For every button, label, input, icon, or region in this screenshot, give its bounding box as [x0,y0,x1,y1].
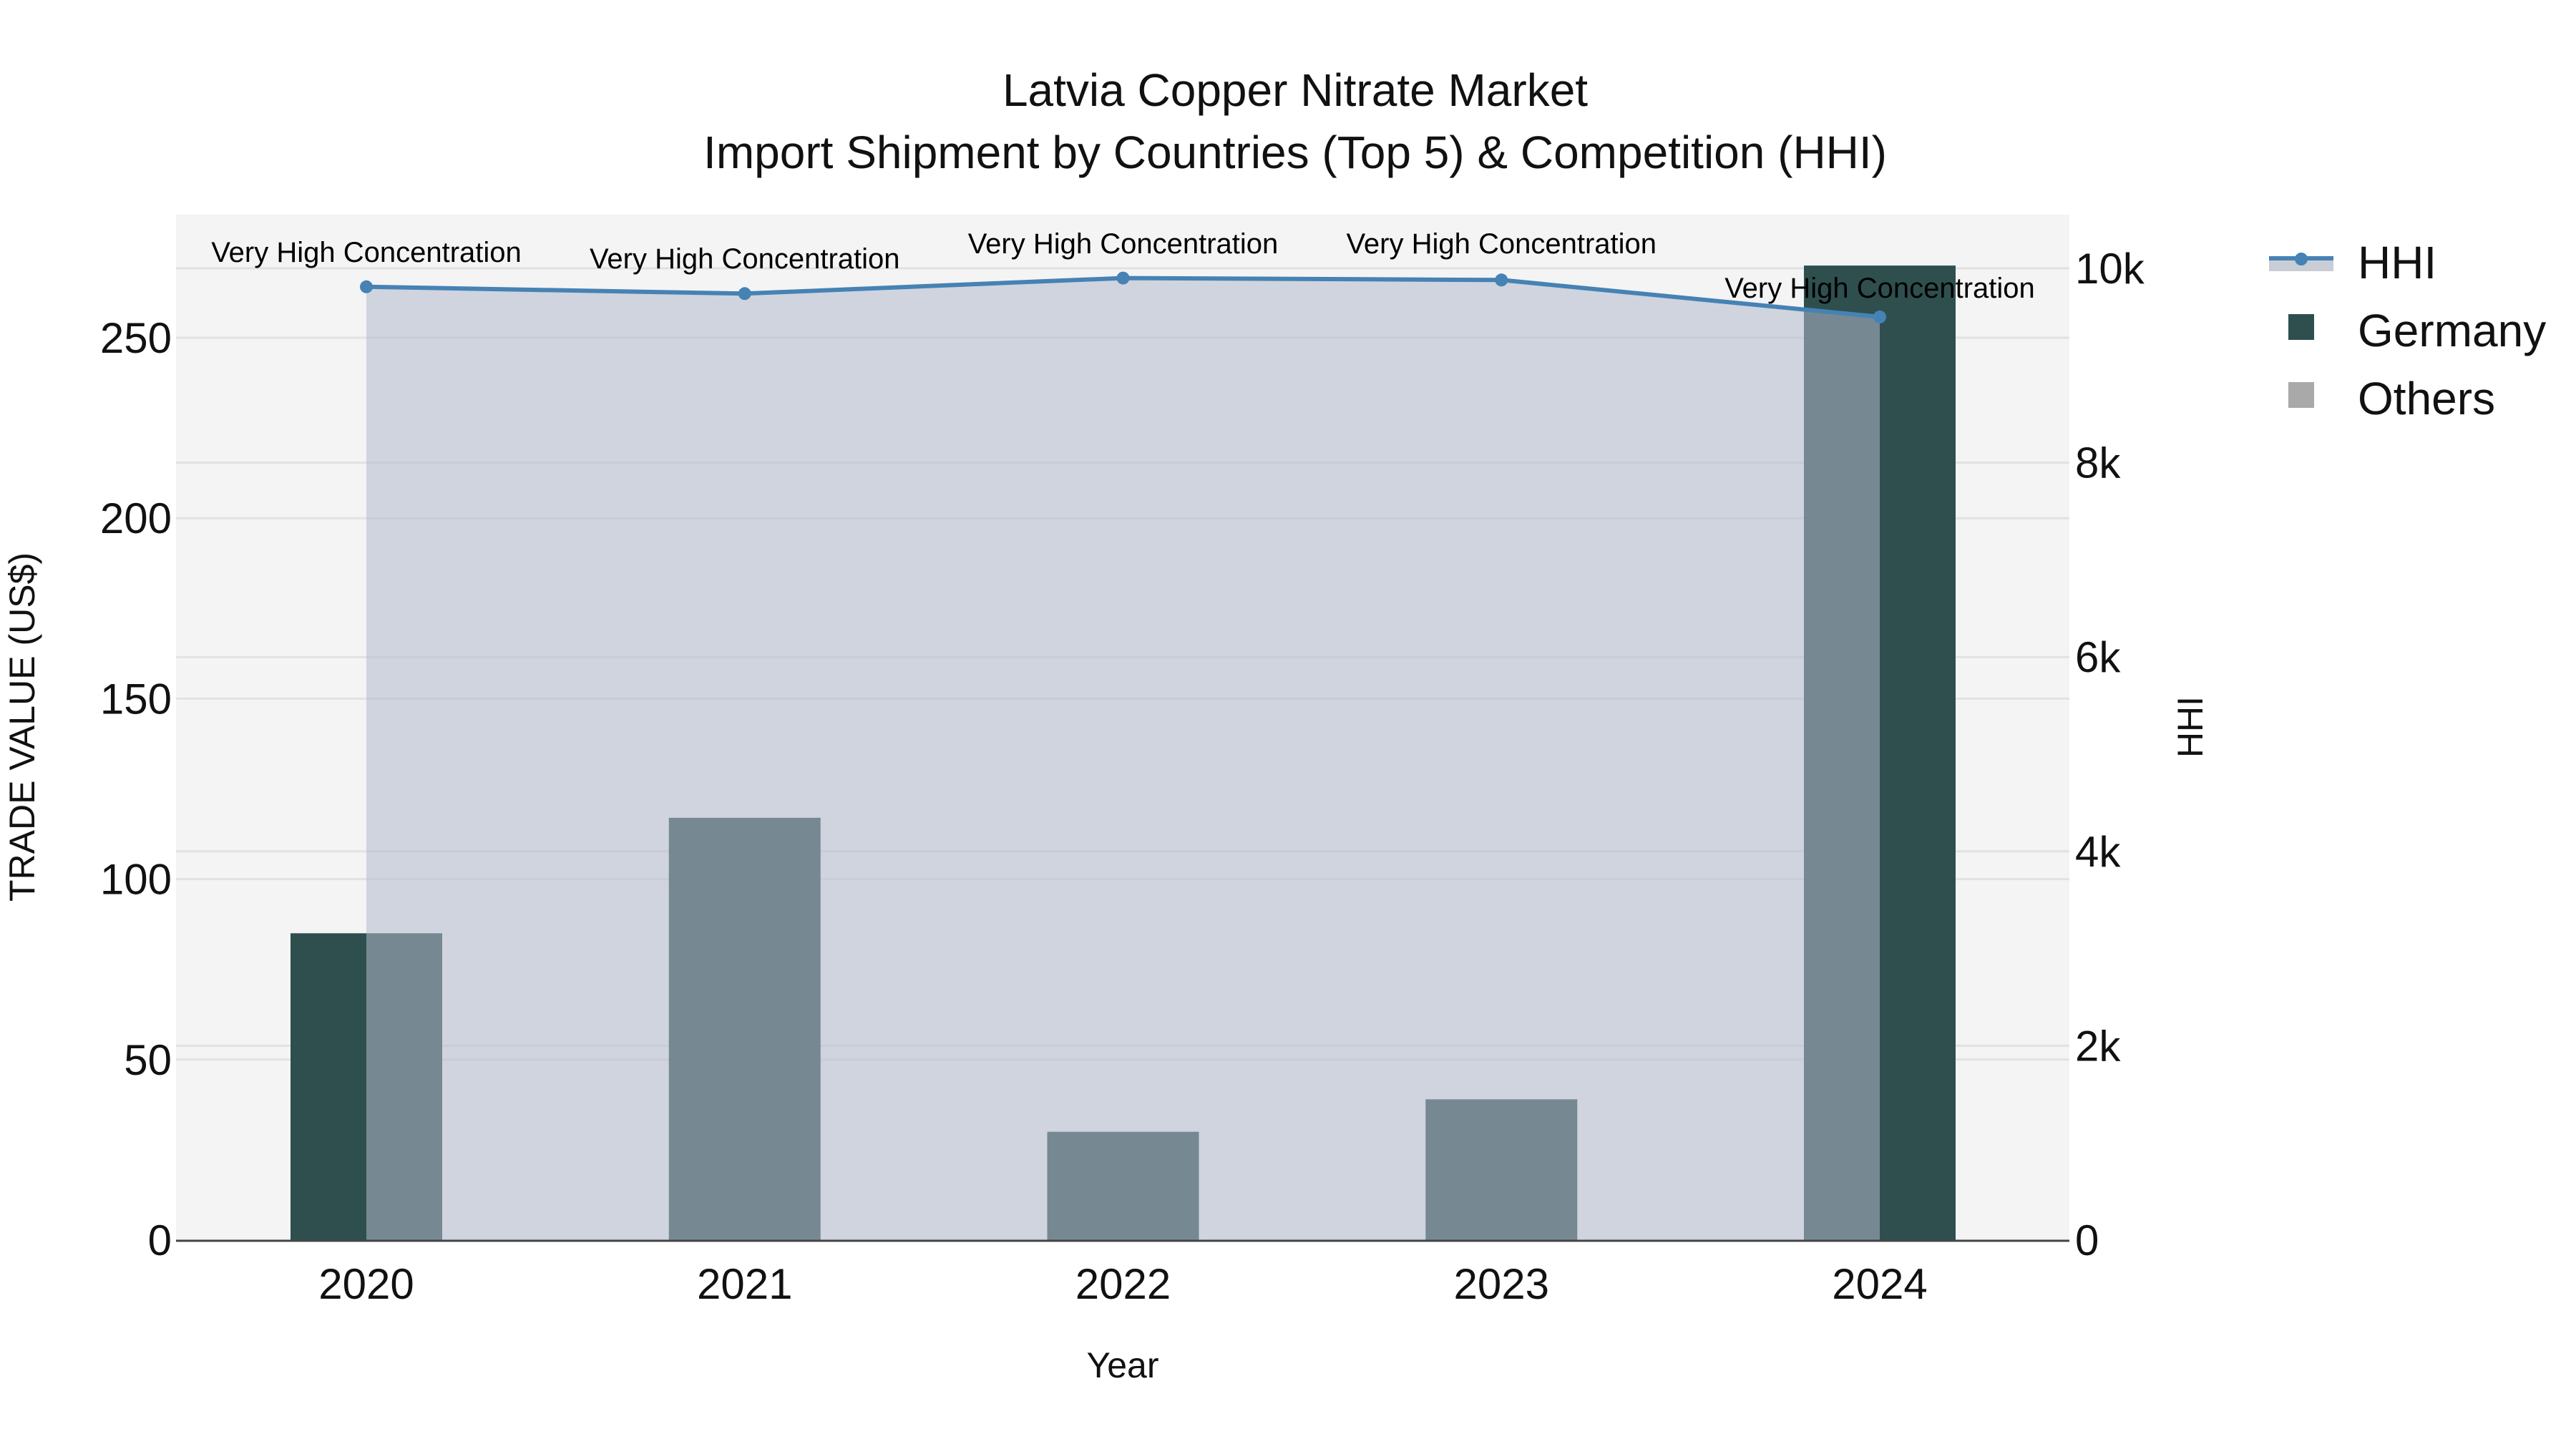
hhi-annotation: Very High Concentration [1724,273,2035,304]
y-axis-right-title: HHI [2170,696,2210,758]
y-right-tick-label: 10k [2075,245,2145,293]
x-axis-title: Year [1086,1345,1158,1385]
legend: HHI Germany Others [2269,237,2546,424]
chart-title: Latvia Copper Nitrate Market [1002,64,1588,116]
x-axis-ticks: 2020 2021 2022 2023 2024 [318,1260,1927,1308]
y-left-tick-label: 200 [100,494,172,542]
y-axis-right-ticks: 0 2k 4k 6k 8k 10k [2075,245,2145,1264]
hhi-legend-marker-icon [2295,253,2308,265]
hhi-annotations: Very High Concentration Very High Concent… [211,228,2035,304]
others-legend-swatch-icon [2288,382,2314,408]
x-tick-label: 2024 [1832,1260,1927,1308]
hhi-point-2023[interactable] [1495,273,1508,287]
legend-item-hhi[interactable]: HHI [2269,237,2436,288]
x-tick-label: 2023 [1454,1260,1549,1308]
y-left-tick-label: 50 [124,1036,172,1084]
y-right-tick-label: 8k [2075,439,2121,487]
x-tick-label: 2022 [1075,1260,1171,1308]
x-tick-label: 2021 [697,1260,792,1308]
legend-item-others[interactable]: Others [2288,373,2495,424]
y-right-tick-label: 2k [2075,1022,2121,1070]
legend-item-germany[interactable]: Germany [2288,305,2546,356]
y-axis-left-title: TRADE VALUE (US$) [2,552,42,902]
y-left-tick-label: 0 [148,1216,172,1264]
hhi-point-2022[interactable] [1116,271,1130,285]
chart-subtitle: Import Shipment by Countries (Top 5) & C… [703,127,1887,178]
hhi-annotation: Very High Concentration [968,228,1279,260]
y-axis-left-ticks: 0 50 100 150 200 250 [100,314,172,1264]
legend-label-germany: Germany [2358,305,2546,356]
hhi-point-2021[interactable] [738,287,751,301]
hhi-area [366,278,1880,1241]
legend-label-others: Others [2358,373,2495,424]
hhi-point-2024[interactable] [1873,310,1886,323]
y-left-tick-label: 100 [100,856,172,904]
y-left-tick-label: 250 [100,314,172,362]
hhi-annotation: Very High Concentration [590,243,900,275]
y-left-tick-label: 150 [100,675,172,723]
legend-label-hhi: HHI [2358,237,2436,288]
y-right-tick-label: 0 [2075,1216,2099,1264]
x-tick-label: 2020 [318,1260,414,1308]
hhi-point-2020[interactable] [360,280,373,293]
hhi-annotation: Very High Concentration [211,237,522,268]
germany-legend-swatch-icon [2288,314,2314,340]
hhi-series [360,271,1886,1241]
hhi-annotation: Very High Concentration [1346,228,1657,260]
y-right-tick-label: 6k [2075,633,2121,681]
y-right-tick-label: 4k [2075,828,2121,876]
